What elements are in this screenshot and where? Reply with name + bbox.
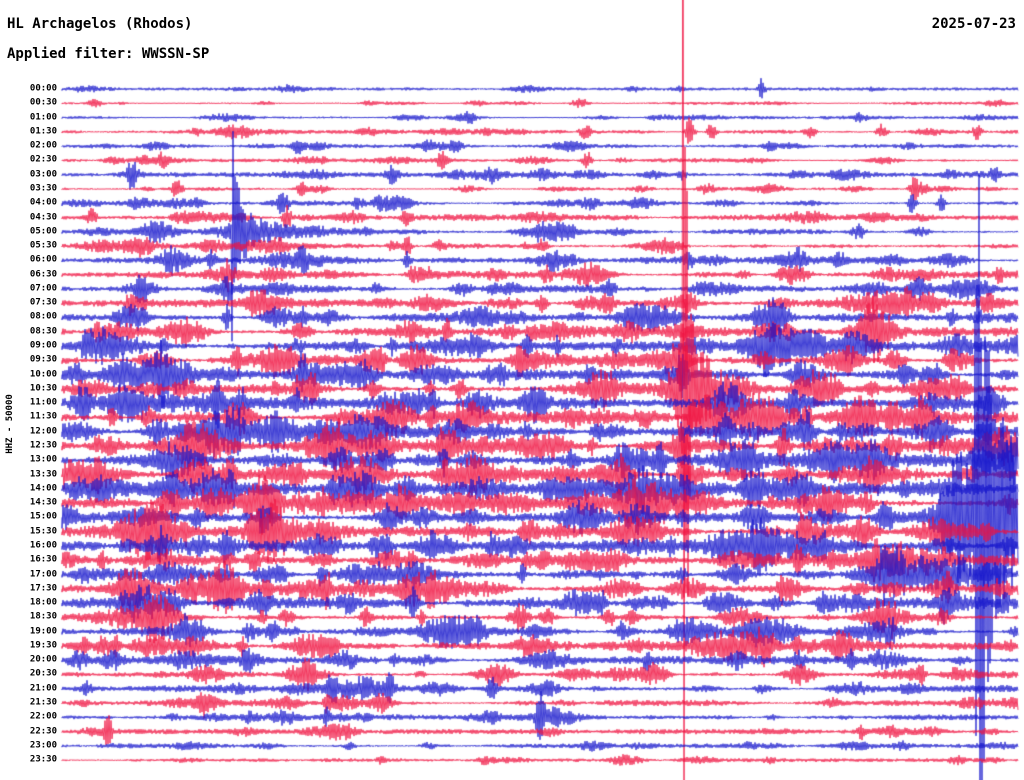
- time-label-0230: 02:30: [29, 154, 57, 165]
- time-label-1700: 17:00: [29, 569, 57, 580]
- time-label-1630: 16:30: [29, 554, 57, 565]
- time-label-0530: 05:30: [29, 240, 57, 251]
- time-label-0930: 09:30: [29, 354, 57, 365]
- time-label-0630: 06:30: [29, 269, 57, 280]
- time-label-0300: 03:00: [29, 169, 57, 180]
- time-label-0400: 04:00: [29, 197, 57, 208]
- time-label-0830: 08:30: [29, 326, 57, 337]
- time-label-0900: 09:00: [29, 340, 57, 351]
- time-label-1730: 17:30: [29, 583, 57, 594]
- time-label-0430: 04:30: [29, 212, 57, 223]
- time-label-1430: 14:30: [29, 497, 57, 508]
- time-label-1500: 15:00: [29, 511, 57, 522]
- time-label-1530: 15:30: [29, 526, 57, 537]
- time-label-1030: 10:30: [29, 383, 57, 394]
- time-label-2100: 21:00: [29, 683, 57, 694]
- time-label-2000: 20:00: [29, 654, 57, 665]
- time-label-1130: 11:30: [29, 411, 57, 422]
- time-label-2130: 21:30: [29, 697, 57, 708]
- filter-label: Applied filter: WWSSN-SP: [7, 46, 210, 62]
- time-label-0100: 01:00: [29, 112, 57, 123]
- time-label-2200: 22:00: [29, 711, 57, 722]
- time-label-0730: 07:30: [29, 297, 57, 308]
- time-label-1230: 12:30: [29, 440, 57, 451]
- time-label-2300: 23:00: [29, 740, 57, 751]
- time-label-0700: 07:00: [29, 283, 57, 294]
- time-label-1800: 18:00: [29, 597, 57, 608]
- time-label-1330: 13:30: [29, 469, 57, 480]
- channel-scale-label: HHZ - 50000: [5, 394, 15, 454]
- time-label-0500: 05:00: [29, 226, 57, 237]
- time-label-0130: 01:30: [29, 126, 57, 137]
- time-label-0800: 08:00: [29, 311, 57, 322]
- date-label: 2025-07-23: [931, 16, 1016, 32]
- time-label-0030: 00:30: [29, 97, 57, 108]
- time-label-1000: 10:00: [29, 369, 57, 380]
- time-label-1300: 13:00: [29, 454, 57, 465]
- time-label-1400: 14:00: [29, 483, 57, 494]
- time-label-2330: 23:30: [29, 754, 57, 765]
- time-label-1930: 19:30: [29, 640, 57, 651]
- time-label-0200: 02:00: [29, 140, 57, 151]
- time-label-1100: 11:00: [29, 397, 57, 408]
- time-label-2230: 22:30: [29, 726, 57, 737]
- time-label-0600: 06:00: [29, 254, 57, 265]
- time-label-0000: 00:00: [29, 83, 57, 94]
- time-label-1600: 16:00: [29, 540, 57, 551]
- station-title: HL Archagelos (Rhodos): [7, 16, 193, 32]
- time-label-1830: 18:30: [29, 611, 57, 622]
- time-label-0330: 03:30: [29, 183, 57, 194]
- time-label-2030: 20:30: [29, 668, 57, 679]
- time-label-1200: 12:00: [29, 426, 57, 437]
- time-label-1900: 19:00: [29, 626, 57, 637]
